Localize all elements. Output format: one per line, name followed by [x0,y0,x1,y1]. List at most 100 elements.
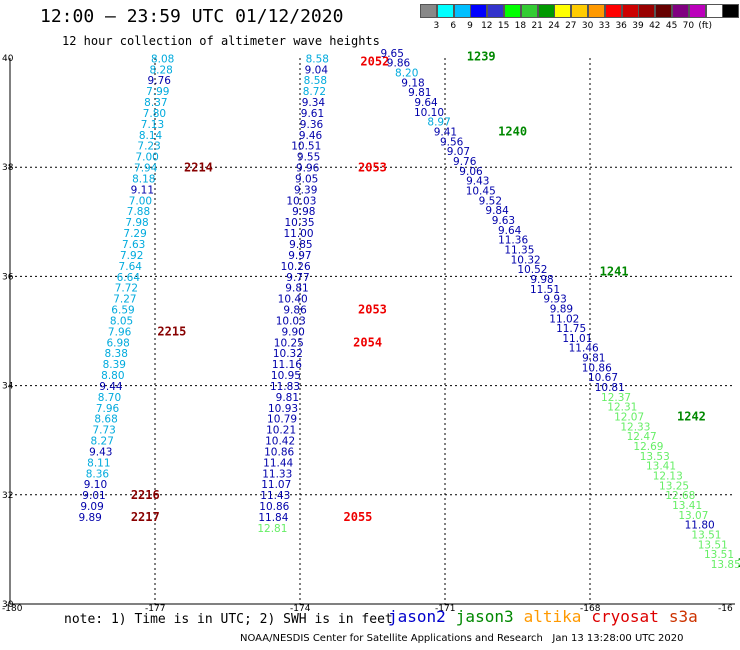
swh-value-label: 11.51 [530,284,560,296]
swh-value-label: 11.01 [562,333,592,345]
swh-value-label: 12.69 [633,441,663,453]
color-scale-cell [537,4,555,18]
swh-value-label: 11.00 [283,228,313,240]
pass-time-label: 2214 [184,161,213,175]
swh-value-label: 9.89 [78,512,101,524]
x-tick-label: -171 [435,604,455,614]
swh-value-label: 10.42 [265,436,295,448]
swh-value-label: 6.98 [106,337,129,349]
swh-value-label: 8.18 [132,173,155,185]
swh-value-label: 7.73 [92,425,115,437]
swh-value-label: 7.27 [113,294,136,306]
swh-value-label: 9.90 [281,326,304,338]
swh-value-label: 12.37 [601,392,631,404]
swh-value-label: 12.81 [257,523,287,535]
credit-line: NOAA/NESDIS Center for Satellite Applica… [240,633,684,644]
data-marks: 8.088.289.767.998.377.807.138.147.237.00… [78,48,740,571]
swh-value-label: 11.46 [569,343,599,355]
color-scale-cell [604,4,622,18]
y-tick-label: 32 [2,491,13,501]
pass-time-label: 2053 [358,161,387,175]
color-scale-label: 15 [497,21,510,31]
swh-value-label: 12.68 [665,490,695,502]
swh-value-label: 10.03 [276,315,306,327]
swh-value-label: 11.84 [258,512,288,524]
swh-value-label: 9.89 [550,303,573,315]
swh-value-label: 10.51 [291,141,321,153]
color-scale-cell [470,4,488,18]
swh-value-label: 9.97 [288,250,311,262]
footnote: note: 1) Time is in UTC; 2) SWH is in fe… [64,612,393,627]
swh-value-label: 9.61 [301,108,324,120]
swh-value-label: 10.10 [414,107,444,119]
swh-value-label: 9.81 [582,353,605,365]
color-scale-label: 33 [598,21,611,31]
swh-value-label: 8.05 [110,315,133,327]
swh-value-label: 8.14 [139,130,163,142]
swh-value-label: 13.85 [711,559,740,571]
swh-value-label: 13.41 [672,500,702,512]
axis-ticks: -180 -177 -174 -171 -168 -16 40 38 36 34 32 30 [2,54,733,614]
swh-value-label: 9.04 [305,64,329,76]
swh-value-label: 10.26 [281,261,311,273]
swh-value-label: 8.27 [91,436,114,448]
swh-value-label: 13.53 [640,451,670,463]
swh-value-label: 8.36 [86,468,110,480]
color-scale-label: 24 [548,21,560,31]
color-scale-label: 42 [649,21,661,31]
swh-value-label: 9.52 [479,195,502,207]
swh-value-label: 12.31 [607,402,637,414]
swh-value-label: 9.05 [295,173,318,185]
swh-value-label: 9.09 [80,501,103,513]
swh-value-label: 10.93 [268,403,298,415]
swh-value-label: 9.64 [414,97,438,109]
color-scale-label: 21 [531,21,543,31]
swh-value-label: 9.76 [453,156,477,168]
swh-value-label: 9.96 [296,163,320,175]
legend-item-cryosat: cryosat [591,607,659,626]
swh-value-label: 11.16 [272,359,302,371]
pass-time-label: 2055 [344,510,373,524]
y-tick-label: 36 [2,272,14,282]
swh-value-label: 12.13 [653,471,683,483]
color-scale-cell [571,4,589,18]
pass-time-label: 2216 [131,488,160,502]
swh-value-label: 9.43 [466,176,489,188]
swh-value-label: 7.99 [146,86,169,98]
swh-value-label: 8.11 [87,457,110,469]
swh-value-label: 10.45 [466,186,496,198]
legend-item-jason3: jason3 [455,607,514,626]
pass-time-label: 2215 [157,324,186,338]
y-tick-label: 40 [2,54,14,64]
pass-time-label: 2053 [358,303,387,317]
legend-item-jason2: jason2 [388,607,446,626]
swh-value-label: 9.81 [276,392,299,404]
swh-value-label: 8.28 [149,64,172,76]
swh-value-label: 9.98 [530,274,553,286]
swh-value-label: 9.98 [292,206,315,218]
swh-value-label: 10.52 [517,264,547,276]
swh-value-label: 9.77 [286,272,309,284]
swh-value-label: 10.32 [511,254,541,266]
swh-value-label: 8.37 [144,97,167,109]
satellite-legend: jason2 jason3 altika cryosat s3a [388,607,708,626]
color-scale-label: (ft) [698,21,712,31]
x-tick-label: -177 [145,604,165,614]
pass-time-label: 12 [737,556,740,570]
color-scale-cell [554,4,572,18]
swh-value-label: 9.93 [543,294,566,306]
swh-value-label: 10.86 [259,501,289,513]
swh-value-label: 9.01 [82,490,105,502]
pass-time-label: 2054 [353,335,382,349]
swh-value-label: 13.07 [678,510,708,522]
swh-value-label: 7.96 [96,403,120,415]
x-tick-label: -174 [290,604,311,614]
swh-value-label: 9.81 [285,283,308,295]
swh-value-label: 7.00 [135,152,158,164]
swh-value-label: 7.29 [123,228,146,240]
swh-value-label: 9.55 [297,152,320,164]
color-scale-cell [705,4,723,18]
swh-value-label: 10.95 [271,370,301,382]
swh-value-label: 7.00 [129,195,152,207]
